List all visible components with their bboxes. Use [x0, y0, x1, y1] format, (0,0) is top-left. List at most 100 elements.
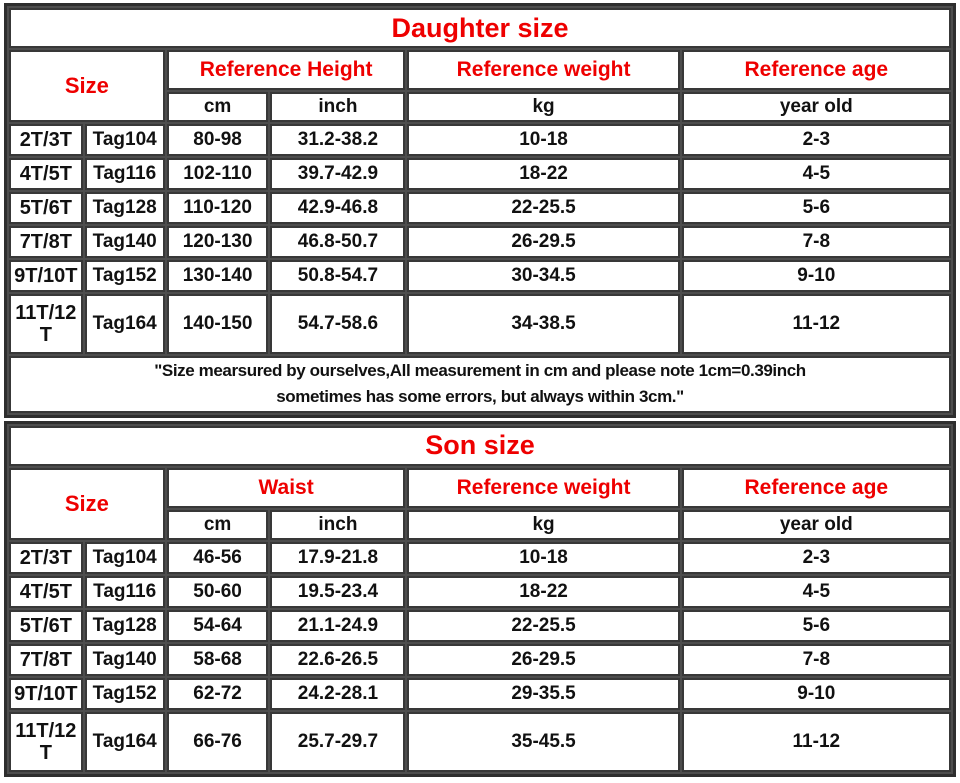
inch-cell: 46.8-50.7 — [270, 226, 406, 258]
daughter-size-table: Daughter size Size Reference Height Refe… — [4, 3, 956, 418]
table-row: 4T/5T Tag116 102-110 39.7-42.9 18-22 4-5 — [9, 158, 951, 190]
unit-year-old: year old — [681, 92, 951, 122]
unit-kg: kg — [407, 92, 680, 122]
tag-cell: Tag104 — [84, 124, 165, 156]
table-row: 4T/5T Tag116 50-60 19.5-23.4 18-22 4-5 — [9, 575, 951, 608]
tag-cell: Tag128 — [84, 192, 165, 224]
unit-inch: inch — [270, 509, 406, 540]
size-column-header: Size — [9, 467, 165, 540]
header-row: Size Waist Reference weight Reference ag… — [9, 467, 951, 540]
unit-kg: kg — [407, 509, 680, 540]
inch-cell: 31.2-38.2 — [270, 124, 406, 156]
reference-age-header: Reference age — [681, 50, 951, 90]
size-column-header: Size — [9, 50, 165, 122]
age-cell: 9-10 — [681, 260, 951, 292]
table-row: 5T/6T Tag128 110-120 42.9-46.8 22-25.5 5… — [9, 192, 951, 224]
inch-cell: 50.8-54.7 — [270, 260, 406, 292]
size-cell: 11T/12T — [9, 294, 83, 354]
cm-cell: 102-110 — [166, 158, 269, 190]
tag-cell: Tag164 — [84, 711, 165, 772]
cm-cell: 66-76 — [166, 711, 269, 772]
table-row: 2T/3T Tag104 80-98 31.2-38.2 10-18 2-3 — [9, 124, 951, 156]
son-table-title: Son size — [9, 425, 951, 466]
age-cell: 4-5 — [681, 575, 951, 608]
cm-cell: 120-130 — [166, 226, 269, 258]
note-line-2: sometimes has some errors, but always wi… — [276, 387, 684, 407]
unit-cm: cm — [166, 509, 269, 540]
reference-age-header: Reference age — [681, 467, 951, 508]
age-cell: 4-5 — [681, 158, 951, 190]
age-cell: 9-10 — [681, 677, 951, 710]
age-cell: 5-6 — [681, 609, 951, 642]
note-row: "Size mearsured by ourselves,All measure… — [9, 356, 951, 413]
cm-cell: 50-60 — [166, 575, 269, 608]
table-title-row: Daughter size — [9, 8, 951, 48]
kg-cell: 22-25.5 — [407, 192, 680, 224]
kg-cell: 26-29.5 — [407, 643, 680, 676]
unit-row: cm inch kg year old — [9, 92, 951, 122]
unit-inch: inch — [270, 92, 406, 122]
size-cell: 4T/5T — [9, 158, 83, 190]
inch-cell: 21.1-24.9 — [270, 609, 406, 642]
tag-cell: Tag140 — [84, 226, 165, 258]
son-size-table: Son size Size Waist Reference weight Ref… — [4, 420, 956, 777]
age-cell: 7-8 — [681, 226, 951, 258]
size-cell: 4T/5T — [9, 575, 83, 608]
kg-cell: 22-25.5 — [407, 609, 680, 642]
table-row: 5T/6T Tag128 54-64 21.1-24.9 22-25.5 5-6 — [9, 609, 951, 642]
kg-cell: 34-38.5 — [407, 294, 680, 354]
size-cell: 7T/8T — [9, 643, 83, 676]
measurement-note: "Size mearsured by ourselves,All measure… — [9, 356, 951, 413]
inch-cell: 54.7-58.6 — [270, 294, 406, 354]
age-cell: 2-3 — [681, 124, 951, 156]
reference-height-header: Reference Height — [166, 50, 406, 90]
table-row: 7T/8T Tag140 58-68 22.6-26.5 26-29.5 7-8 — [9, 643, 951, 676]
table-row: 9T/10T Tag152 62-72 24.2-28.1 29-35.5 9-… — [9, 677, 951, 710]
size-cell: 7T/8T — [9, 226, 83, 258]
inch-cell: 19.5-23.4 — [270, 575, 406, 608]
size-cell: 9T/10T — [9, 677, 83, 710]
kg-cell: 10-18 — [407, 124, 680, 156]
kg-cell: 35-45.5 — [407, 711, 680, 772]
cm-cell: 80-98 — [166, 124, 269, 156]
cm-cell: 58-68 — [166, 643, 269, 676]
size-cell: 5T/6T — [9, 192, 83, 224]
table-row: 9T/10T Tag152 130-140 50.8-54.7 30-34.5 … — [9, 260, 951, 292]
table-title-row: Son size — [9, 425, 951, 466]
unit-cm: cm — [166, 92, 269, 122]
size-cell: 2T/3T — [9, 124, 83, 156]
age-cell: 11-12 — [681, 711, 951, 772]
kg-cell: 26-29.5 — [407, 226, 680, 258]
size-cell: 2T/3T — [9, 541, 83, 574]
kg-cell: 29-35.5 — [407, 677, 680, 710]
header-row: Size Reference Height Reference weight R… — [9, 50, 951, 122]
reference-weight-header: Reference weight — [407, 467, 680, 508]
waist-header: Waist — [166, 467, 406, 508]
tag-cell: Tag128 — [84, 609, 165, 642]
cm-cell: 130-140 — [166, 260, 269, 292]
daughter-table-title: Daughter size — [9, 8, 951, 48]
cm-cell: 54-64 — [166, 609, 269, 642]
size-cell: 11T/12T — [9, 711, 83, 772]
cm-cell: 140-150 — [166, 294, 269, 354]
note-line-1: "Size mearsured by ourselves,All measure… — [154, 361, 806, 380]
kg-cell: 18-22 — [407, 575, 680, 608]
age-cell: 5-6 — [681, 192, 951, 224]
inch-cell: 42.9-46.8 — [270, 192, 406, 224]
size-cell: 5T/6T — [9, 609, 83, 642]
tag-cell: Tag116 — [84, 158, 165, 190]
unit-year-old: year old — [681, 509, 951, 540]
tag-cell: Tag116 — [84, 575, 165, 608]
tag-cell: Tag140 — [84, 643, 165, 676]
table-row: 11T/12T Tag164 66-76 25.7-29.7 35-45.5 1… — [9, 711, 951, 772]
table-row: 7T/8T Tag140 120-130 46.8-50.7 26-29.5 7… — [9, 226, 951, 258]
kg-cell: 10-18 — [407, 541, 680, 574]
inch-cell: 17.9-21.8 — [270, 541, 406, 574]
unit-row: cm inch kg year old — [9, 509, 951, 540]
size-cell: 9T/10T — [9, 260, 83, 292]
tag-cell: Tag152 — [84, 260, 165, 292]
tag-cell: Tag152 — [84, 677, 165, 710]
age-cell: 2-3 — [681, 541, 951, 574]
tag-cell: Tag104 — [84, 541, 165, 574]
